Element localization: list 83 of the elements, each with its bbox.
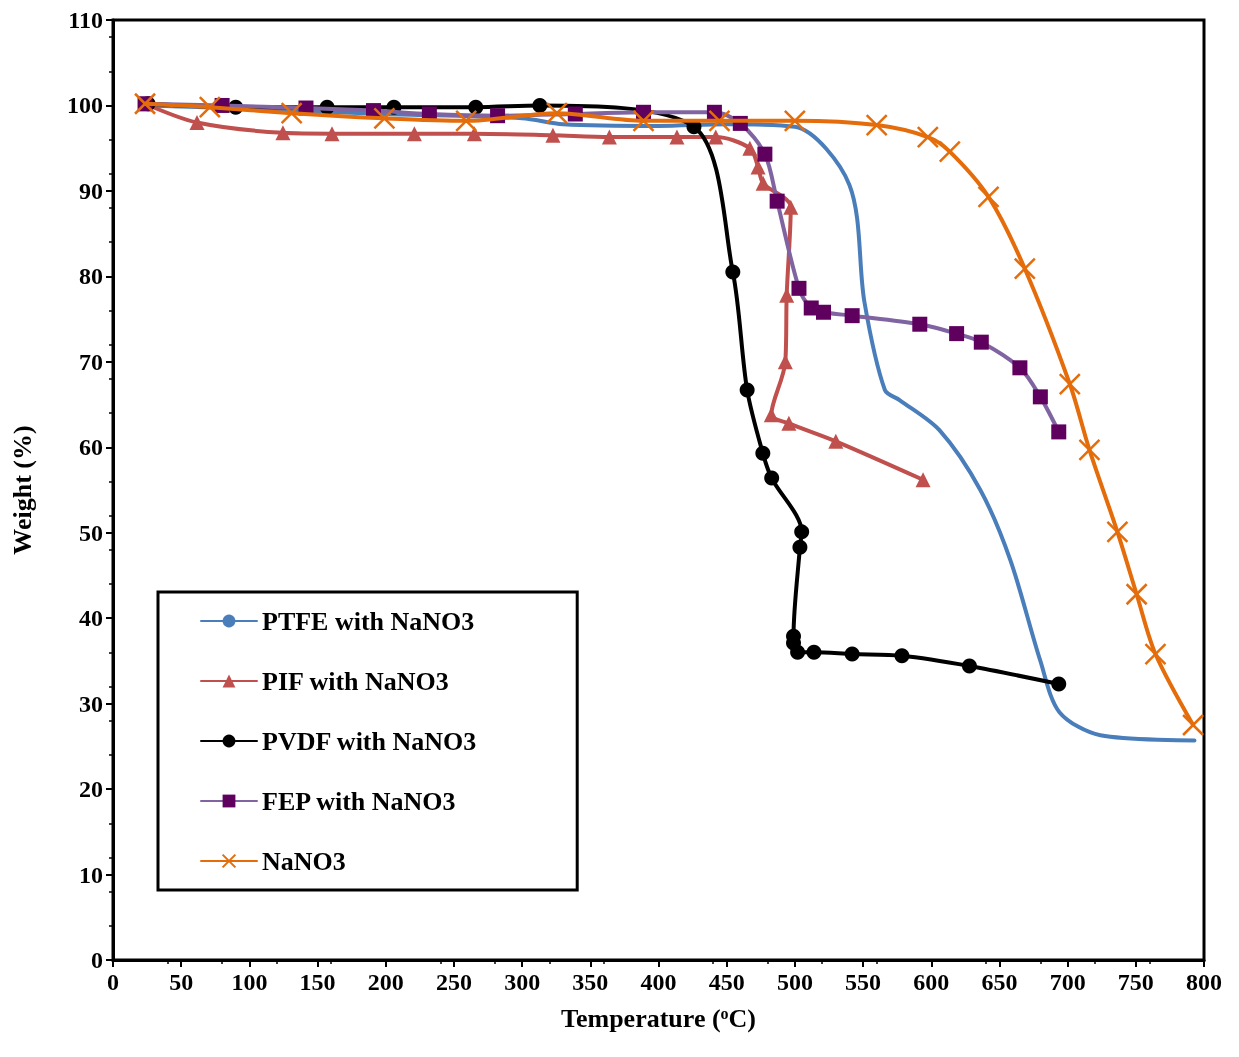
point — [198, 95, 222, 119]
point — [708, 109, 731, 133]
point — [750, 159, 766, 175]
point — [545, 101, 569, 125]
point — [1013, 257, 1037, 280]
x-tick-label: 550 — [845, 969, 882, 995]
x-tick-label: 300 — [504, 969, 541, 995]
x-tick-label: 50 — [169, 969, 194, 995]
point — [792, 539, 808, 555]
point — [790, 644, 806, 660]
x-tick-label: 200 — [367, 969, 404, 995]
x-tick-label: 350 — [572, 969, 609, 995]
point — [466, 126, 482, 142]
point — [865, 113, 888, 137]
legend-label: FEP with NaNO3 — [262, 786, 456, 816]
point — [725, 264, 741, 280]
point — [275, 125, 291, 141]
point — [915, 472, 931, 488]
y-tick-label: 0 — [91, 947, 103, 973]
point — [783, 199, 799, 215]
x-tick-label: 750 — [1117, 969, 1154, 995]
x-tick-label: 150 — [299, 969, 336, 995]
x-tick-label: 100 — [231, 969, 268, 995]
point — [280, 101, 303, 125]
point — [916, 125, 940, 149]
y-axis-title: Weight (%) — [7, 425, 37, 555]
point — [1181, 713, 1205, 737]
x-tick-label: 600 — [913, 969, 950, 995]
point — [1144, 642, 1167, 666]
point — [632, 109, 655, 133]
point — [894, 648, 910, 664]
y-tick-label: 60 — [79, 434, 103, 461]
y-tick-label: 50 — [79, 519, 103, 546]
y-tick-label: 110 — [68, 7, 103, 33]
point — [977, 185, 1000, 209]
x-tick-label: 500 — [776, 969, 813, 995]
point — [1058, 372, 1082, 396]
point — [454, 109, 478, 133]
point — [783, 109, 807, 133]
point — [828, 433, 844, 449]
point — [764, 470, 780, 486]
y-tick-label: 80 — [79, 263, 103, 290]
x-tick-label: 700 — [1049, 969, 1086, 995]
point — [781, 415, 797, 431]
point — [601, 129, 617, 145]
y-tick-label: 30 — [79, 690, 103, 717]
point — [755, 445, 771, 461]
legend-label: PTFE with NaNO3 — [262, 606, 475, 636]
point — [708, 129, 724, 145]
y-tick-label: 40 — [79, 605, 103, 632]
point — [755, 175, 771, 191]
y-tick-label: 90 — [79, 177, 103, 204]
point — [742, 140, 758, 156]
point — [938, 140, 962, 163]
y-tick-label: 20 — [79, 776, 103, 803]
y-tick-label: 70 — [79, 348, 103, 375]
point — [1125, 583, 1148, 606]
point — [532, 97, 548, 113]
legend-label: PIF with NaNO3 — [262, 666, 449, 696]
point — [844, 646, 860, 662]
point — [794, 524, 810, 540]
point — [373, 107, 396, 130]
point — [1078, 438, 1101, 462]
x-tick-label: 250 — [435, 969, 472, 995]
point — [739, 382, 755, 398]
point — [961, 658, 977, 674]
point — [324, 126, 340, 142]
legend-label: NaNO3 — [262, 846, 346, 876]
y-tick-label: 100 — [67, 92, 103, 119]
y-tick-label: 10 — [79, 861, 103, 888]
point — [1051, 676, 1067, 692]
point — [1106, 520, 1129, 544]
x-tick-label: 800 — [1186, 969, 1222, 995]
x-tick-label: 650 — [981, 969, 1018, 995]
point — [669, 129, 685, 145]
point — [189, 115, 205, 131]
legend-label: PVDF with NaNO3 — [262, 726, 477, 756]
x-tick-label: 450 — [708, 969, 745, 995]
point — [545, 127, 561, 143]
point — [406, 126, 422, 142]
x-tick-label: 0 — [107, 969, 119, 995]
point — [806, 644, 822, 660]
x-tick-label: 400 — [640, 969, 677, 995]
